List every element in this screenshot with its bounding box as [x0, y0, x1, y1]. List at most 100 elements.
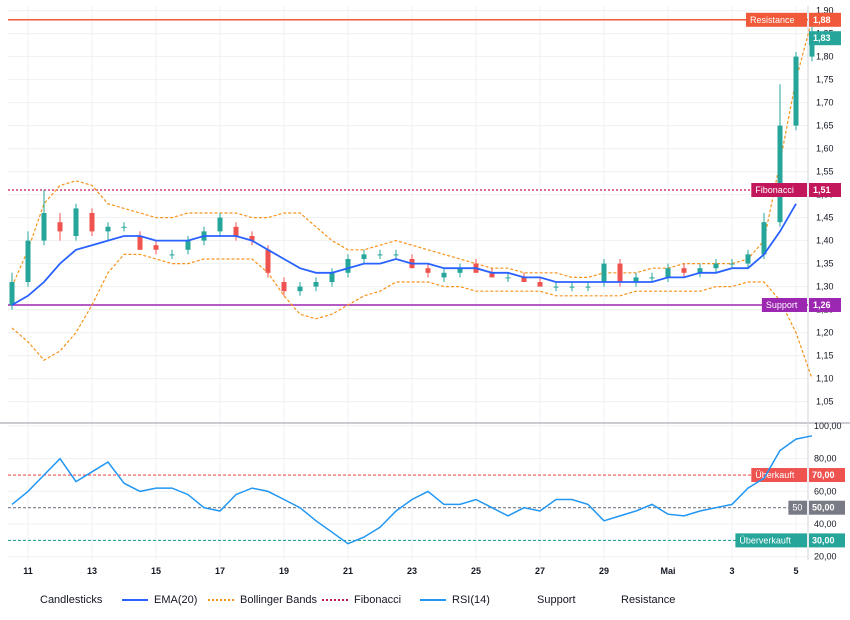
candle[interactable] [537, 282, 543, 287]
candle[interactable] [681, 268, 687, 273]
y-tick-label: 1,45 [816, 213, 834, 223]
x-tick-label: 23 [407, 566, 417, 576]
candle[interactable] [105, 226, 111, 232]
bollinger-upper-line [11, 19, 813, 287]
y-tick-label: 80,00 [814, 454, 837, 464]
candle[interactable] [89, 213, 95, 232]
candle[interactable] [137, 236, 143, 250]
candle[interactable] [745, 254, 751, 264]
candle[interactable] [361, 254, 367, 259]
candle[interactable] [377, 254, 383, 256]
candle[interactable] [265, 249, 271, 273]
candle[interactable] [121, 226, 127, 228]
candle[interactable] [393, 254, 399, 256]
y-tick-label: 1,65 [816, 121, 834, 131]
candle[interactable] [73, 208, 79, 236]
candle[interactable] [777, 125, 783, 223]
legend-item-ema[interactable]: EMA(20) [122, 594, 197, 606]
x-tick-label: 29 [599, 566, 609, 576]
rsi-level-value: 30,00 [812, 535, 835, 545]
candle[interactable] [761, 222, 767, 255]
candle[interactable] [505, 277, 511, 279]
candle[interactable] [41, 213, 47, 241]
candle[interactable] [585, 286, 591, 288]
legend-item-candlesticks[interactable]: Candlesticks [40, 594, 102, 606]
y-tick-label: 1,75 [816, 75, 834, 85]
candle[interactable] [217, 217, 223, 232]
price-label-box [809, 12, 841, 27]
candle[interactable] [713, 263, 719, 269]
legend-item-fibonacci[interactable]: Fibonacci [322, 594, 401, 606]
rsi-level-value: 50,00 [812, 503, 835, 513]
legend-label: Support [537, 594, 576, 606]
candle[interactable] [729, 263, 735, 265]
rsi-level-value: 70,00 [812, 470, 835, 480]
chart-canvas[interactable]: 1,901,851,801,751,701,651,601,551,501,45… [0, 0, 850, 588]
candle[interactable] [185, 240, 191, 250]
candle[interactable] [153, 245, 159, 250]
price-label-box [809, 31, 841, 46]
solid-line-icon [420, 599, 446, 601]
rsi-level-tag [735, 533, 807, 548]
candle[interactable] [441, 272, 447, 278]
price-label-value: 1,88 [813, 15, 831, 25]
candle[interactable] [329, 272, 335, 282]
x-tick-label: 11 [23, 566, 33, 576]
x-tick-label: 5 [793, 566, 798, 576]
candle[interactable] [793, 56, 799, 126]
legend-item-bollinger[interactable]: Bollinger Bands [208, 594, 317, 606]
rsi-level-label: 50 [792, 503, 802, 513]
candle[interactable] [9, 282, 15, 305]
price-label-value: 1,51 [813, 185, 831, 195]
candle[interactable] [489, 272, 495, 278]
y-tick-label: 100,00 [814, 421, 842, 431]
price-label-value: 1,83 [813, 33, 831, 43]
y-tick-label: 40,00 [814, 519, 837, 529]
line-name-label: Resistance [750, 15, 795, 25]
candle[interactable] [521, 277, 527, 282]
candle[interactable] [601, 263, 607, 282]
candle[interactable] [617, 263, 623, 282]
legend-item-rsi[interactable]: RSI(14) [420, 594, 490, 606]
candle[interactable] [425, 268, 431, 273]
candle[interactable] [569, 286, 575, 288]
candle[interactable] [57, 222, 63, 232]
legend-item-support[interactable]: Support [537, 594, 576, 606]
candle[interactable] [665, 268, 671, 278]
x-tick-label: 17 [215, 566, 225, 576]
rsi-level-label: Überverkauft [739, 535, 791, 545]
candle[interactable] [457, 268, 463, 273]
candle[interactable] [233, 226, 239, 236]
candle[interactable] [553, 286, 559, 288]
y-tick-label: 1,80 [816, 52, 834, 62]
y-tick-label: 1,55 [816, 167, 834, 177]
legend-label: Resistance [621, 594, 676, 606]
x-tick-label: 25 [471, 566, 481, 576]
candle[interactable] [297, 286, 303, 292]
y-tick-label: 1,35 [816, 259, 834, 269]
candle[interactable] [281, 282, 287, 292]
y-tick-label: 1,20 [816, 328, 834, 338]
candle[interactable] [313, 282, 319, 287]
legend-label: Candlesticks [40, 594, 103, 606]
y-tick-label: 1,60 [816, 144, 834, 154]
candle[interactable] [809, 38, 815, 57]
legend-item-resistance[interactable]: Resistance [621, 594, 675, 606]
candle[interactable] [649, 277, 655, 279]
rsi14-line [11, 435, 813, 545]
candle[interactable] [633, 277, 639, 282]
candle[interactable] [169, 254, 175, 256]
x-tick-label: 19 [279, 566, 289, 576]
y-tick-label: 1,30 [816, 282, 834, 292]
candle[interactable] [25, 240, 31, 282]
line-name-label: Fibonacci [755, 185, 794, 195]
x-tick-label: 15 [151, 566, 161, 576]
legend-label: EMA(20) [154, 594, 198, 606]
candle[interactable] [697, 268, 703, 273]
solid-line-icon [122, 599, 148, 601]
candle[interactable] [249, 236, 255, 241]
ema20-line [11, 203, 797, 306]
x-tick-label: 21 [343, 566, 353, 576]
candle[interactable] [345, 259, 351, 273]
